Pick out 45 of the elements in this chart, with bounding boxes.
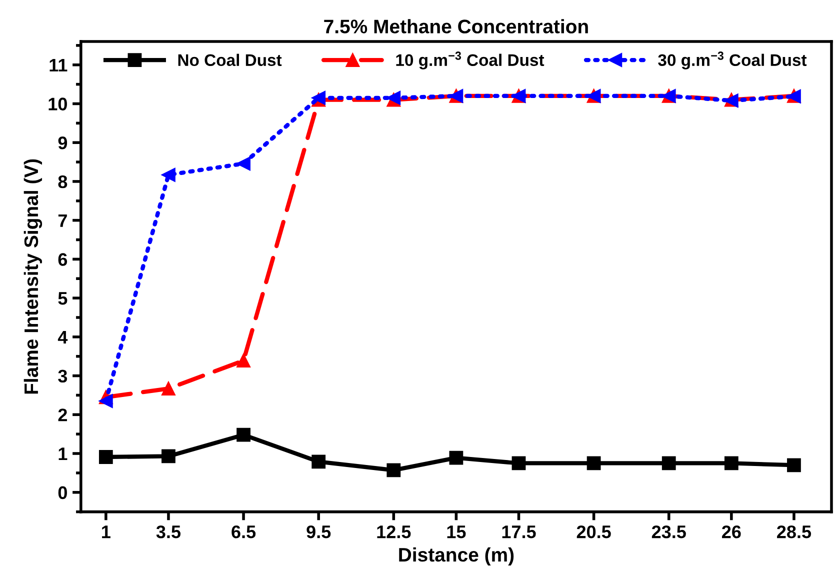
point: [512, 456, 526, 470]
legend-label: No Coal Dust: [178, 54, 282, 66]
y-axis-title: Flame Intensity Signal (V): [24, 159, 42, 394]
point: [724, 456, 738, 470]
x-tick-label: 23.5: [652, 525, 686, 538]
point: [236, 354, 250, 368]
x-tick-label: 26: [722, 525, 741, 538]
x-tick-label: 3.5: [156, 525, 181, 538]
point: [312, 454, 326, 469]
y-tick-label: 1: [58, 448, 68, 460]
x-tick-label: 20.5: [576, 525, 611, 538]
point: [586, 456, 601, 470]
y-tick-label: 6: [58, 253, 68, 266]
legend-label: 30 g.m$^{−3}$ Coal Dust: [658, 52, 807, 70]
y-tick-label: 11: [50, 58, 68, 72]
point: [162, 382, 176, 396]
point: [386, 463, 401, 478]
point: [662, 456, 676, 470]
y-tick-label: 2: [58, 408, 67, 422]
x-tick-label: 17.5: [502, 526, 536, 538]
legend-label: 10 g.m$^{−3}$ Coal Dust: [396, 52, 544, 70]
point: [98, 394, 113, 408]
x-tick-label: 9.5: [306, 525, 331, 538]
y-tick-label: 4: [58, 331, 68, 344]
y-tick-label: 8: [58, 175, 68, 188]
x-tick-label: 6.5: [232, 525, 256, 538]
x-tick-label: 12.5: [377, 525, 411, 538]
x-tick-label: 1: [102, 526, 110, 538]
point: [449, 450, 464, 465]
x-tick-label: 15: [447, 526, 466, 538]
point: [162, 449, 176, 464]
x-axis-title: Distance (m): [399, 547, 514, 566]
point: [162, 168, 176, 182]
y-tick-label: 9: [58, 136, 68, 150]
y-tick-label: 3: [58, 370, 68, 383]
chart-title: 7.5% Methane Concentration: [324, 19, 588, 34]
point: [787, 458, 801, 472]
point: [236, 428, 250, 442]
y-tick-label: 10: [48, 98, 67, 110]
point: [236, 156, 250, 171]
y-tick-label: 0: [58, 486, 67, 500]
x-tick-label: 28.5: [777, 525, 812, 538]
y-tick-label: 7: [58, 214, 67, 227]
point: [98, 450, 113, 464]
y-tick-label: 5: [58, 292, 68, 305]
